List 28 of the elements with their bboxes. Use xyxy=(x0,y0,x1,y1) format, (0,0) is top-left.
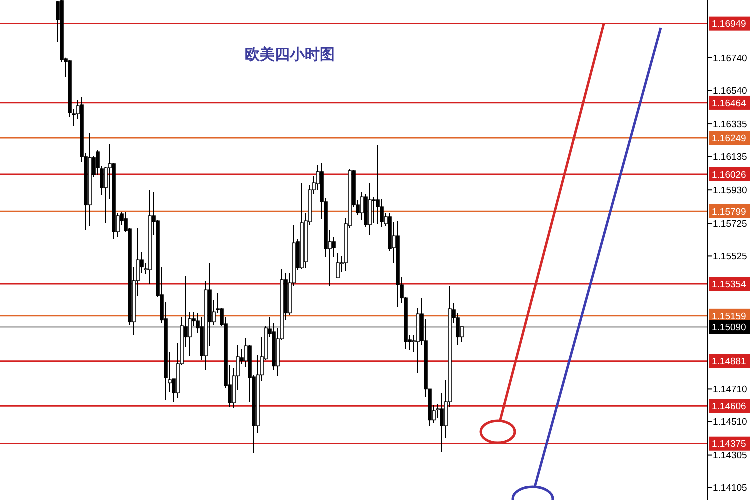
ref-line-label: 1.14375 xyxy=(712,439,746,450)
y-tick-label: 1.14510 xyxy=(713,417,748,428)
ref-line-label: 1.14606 xyxy=(712,401,746,412)
ref-line-label: 1.16464 xyxy=(712,98,746,110)
candlestick xyxy=(332,236,336,258)
y-tick-label: 1.14105 xyxy=(713,483,748,494)
y-tick-label: 1.16335 xyxy=(713,119,748,130)
candlestick xyxy=(336,252,340,279)
ref-line-label: 1.16026 xyxy=(712,170,746,181)
y-tick-label: 1.15525 xyxy=(713,252,748,263)
y-tick-label: 1.14710 xyxy=(713,384,748,396)
ref-line-label: 1.15799 xyxy=(712,206,746,218)
candlestick xyxy=(440,392,444,453)
ref-line-label: 1.16949 xyxy=(712,19,746,30)
y-tick-label: 1.15725 xyxy=(713,218,748,230)
ref-line-label: 1.15354 xyxy=(712,279,746,290)
ref-line-label: 1.15159 xyxy=(712,311,746,322)
text: 欧美四小时图 xyxy=(245,45,335,64)
y-tick-label: 1.16135 xyxy=(713,152,748,163)
y-tick-label: 1.16740 xyxy=(713,53,748,64)
y-tick-label: 1.15930 xyxy=(713,185,748,196)
candlestick xyxy=(376,144,380,225)
candlestick xyxy=(372,196,376,224)
y-tick-label: 1.16540 xyxy=(713,86,748,97)
ref-line-label: 1.15090 xyxy=(712,322,746,334)
ref-line-label: 1.14881 xyxy=(712,356,746,368)
ref-line-label: 1.16249 xyxy=(712,133,746,144)
y-tick-label: 1.14305 xyxy=(713,450,748,462)
